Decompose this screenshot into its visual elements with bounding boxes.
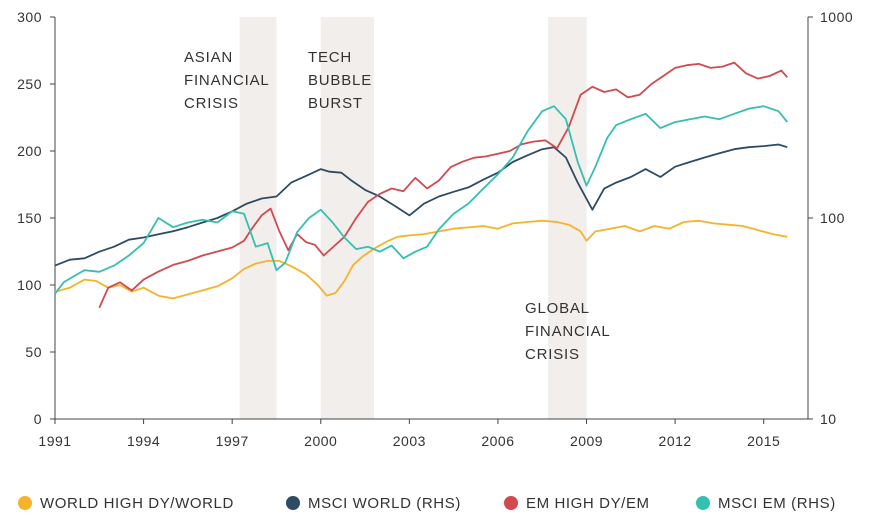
shaded-period-2 [548, 17, 587, 419]
legend-label: EM HIGH DY/EM [526, 494, 650, 512]
annotation-label: TECH [308, 49, 352, 66]
chart-svg: 0 50 100 150 200 250 300 10 100 1000 1991 1994 1997 2… [17, 9, 853, 449]
series-line-1 [54, 143, 788, 267]
x-tick-label: 2015 [747, 433, 780, 449]
legend-swatch [286, 496, 300, 510]
y-left-tick-label: 0 [34, 411, 42, 427]
y-left-tick-label: 300 [17, 9, 42, 25]
x-tick-label: 1997 [216, 433, 249, 449]
x-tick-label: 2006 [481, 433, 514, 449]
y-right-tick-label: 10 [820, 411, 837, 427]
y-left-tick-label: 150 [17, 210, 42, 226]
annotation-label: CRISIS [525, 346, 580, 363]
legend-swatch [504, 496, 518, 510]
x-tick-label: 2003 [393, 433, 426, 449]
legend-item: EM HIGH DY/EM [504, 488, 650, 518]
x-tick-label: 1994 [127, 433, 160, 449]
x-tick-label: 2009 [570, 433, 603, 449]
x-tick-label: 2000 [304, 433, 337, 449]
legend-label: MSCI EM (RHS) [718, 494, 836, 512]
legend-swatch [696, 496, 710, 510]
annotation-label: FINANCIAL [184, 72, 270, 89]
annotation-label: CRISIS [184, 95, 239, 112]
series-line-0 [54, 219, 788, 300]
y-left-tick-label: 50 [25, 344, 42, 360]
y-right-tick-label: 1000 [820, 9, 853, 25]
y-left-tick-label: 250 [17, 76, 42, 92]
shaded-bands [239, 17, 587, 419]
legend-label: WORLD HIGH DY/WORLD [40, 494, 234, 512]
annotation-label: BUBBLE [308, 72, 372, 89]
x-tick-label: 2012 [659, 433, 692, 449]
annotation-label: ASIAN [184, 49, 233, 66]
annotations: ASIAN FINANCIAL CRISIS TECH BUBBLE BURST GLOBA… [184, 49, 611, 363]
y-left-tick-label: 200 [17, 143, 42, 159]
axes: 0 50 100 150 200 250 300 10 100 1000 1991 1994 1997 2… [17, 9, 853, 449]
annotation-label: GLOBAL [525, 300, 590, 317]
x-tick-label: 1991 [38, 433, 71, 449]
y-left-tick-label: 100 [17, 277, 42, 293]
legend-item: WORLD HIGH DY/WORLD [18, 488, 234, 518]
legend-swatch [18, 496, 32, 510]
series-lines [54, 61, 789, 309]
legend-item: MSCI EM (RHS) [696, 488, 836, 518]
y-right-tick-label: 100 [820, 210, 845, 226]
legend: WORLD HIGH DY/WORLD MSCI WORLD (RHS) EM HI… [0, 488, 870, 518]
legend-item: MSCI WORLD (RHS) [286, 488, 461, 518]
series-line-2 [98, 61, 788, 309]
annotation-label: FINANCIAL [525, 323, 611, 340]
legend-label: MSCI WORLD (RHS) [308, 494, 461, 512]
annotation-label: BURST [308, 95, 363, 112]
series-line-3 [54, 105, 789, 295]
